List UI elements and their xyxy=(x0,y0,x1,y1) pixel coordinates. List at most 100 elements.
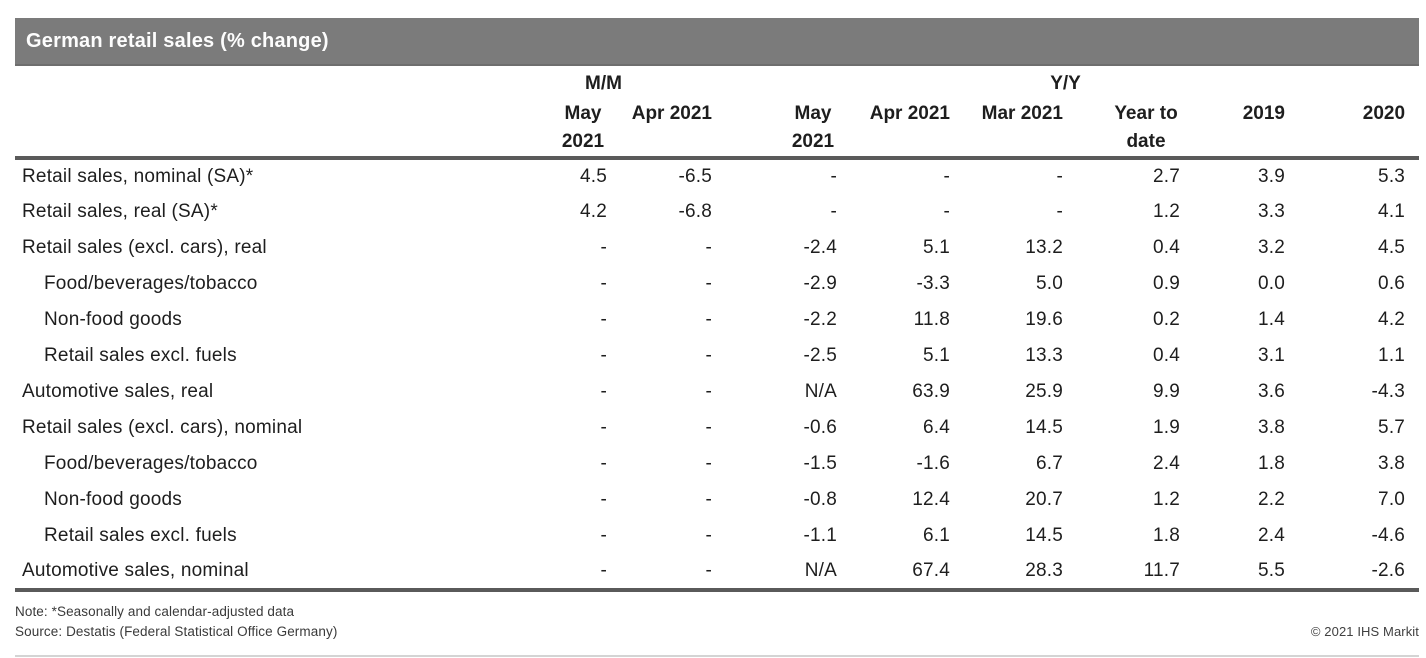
cell-value: 0.9 xyxy=(1152,273,1180,294)
cell-value: - xyxy=(705,309,712,330)
cell-value: N/A xyxy=(804,560,837,581)
cell-value: - xyxy=(1056,166,1063,187)
cell-value: 4.5 xyxy=(1378,237,1406,258)
cell-value: - xyxy=(705,453,712,474)
cell-value: 1.2 xyxy=(1152,201,1180,222)
cell-value: 1.9 xyxy=(1152,417,1180,438)
cell-value: - xyxy=(1056,201,1063,222)
cell-value: -4.3 xyxy=(1371,381,1406,402)
cell-value: 4.5 xyxy=(579,166,607,187)
column-header-label: Year to date xyxy=(1114,103,1178,152)
cell-value: -2.4 xyxy=(803,237,837,258)
row-label: Non-food goods xyxy=(44,489,183,510)
table-row: Non-food goods - - -2.2 11.8 19.6 0.2 1.4 4.2 xyxy=(15,302,1419,338)
cell-value: 67.4 xyxy=(912,560,950,581)
cell-value: - xyxy=(705,525,712,546)
cell-value: 3.3 xyxy=(1257,201,1285,222)
column-header: Apr 2021 xyxy=(607,97,712,158)
table-row: Automotive sales, nominal - - N/A 67.4 28.3 11… xyxy=(15,554,1419,590)
cell-value: 0.0 xyxy=(1257,273,1285,294)
cell-value: 1.1 xyxy=(1378,345,1406,366)
cell-value: 5.5 xyxy=(1257,560,1285,581)
column-header-label: 2020 xyxy=(1362,103,1406,124)
cell-value: - xyxy=(600,309,607,330)
group-header-m-m: M/M xyxy=(585,73,622,94)
table-row: Retail sales excl. fuels - - -1.1 6.1 14.5 1.8… xyxy=(15,518,1419,554)
table-row: Retail sales (excl. cars), nominal - - -0.6… xyxy=(15,410,1419,446)
table-row: Food/beverages/tobacco - - -1.5 -1.6 6.7 2.4 1.… xyxy=(15,446,1419,482)
cell-value: -0.6 xyxy=(803,417,837,438)
column-header-label: Apr 2021 xyxy=(869,103,950,124)
column-header: May 2021 xyxy=(712,97,837,158)
table-row: Retail sales excl. fuels - - -2.5 5.1 13.3 0.4… xyxy=(15,338,1419,374)
cell-value: 28.3 xyxy=(1025,560,1063,581)
cell-value: - xyxy=(600,381,607,402)
table-row: Automotive sales, real - - N/A 63.9 25.9 9.9 3.… xyxy=(15,374,1419,410)
column-header: 2019 xyxy=(1180,97,1285,158)
column-header: May 2021 xyxy=(495,97,607,158)
cell-value: -1.6 xyxy=(916,453,950,474)
cell-value: - xyxy=(600,489,607,510)
cell-value: 3.8 xyxy=(1257,417,1285,438)
cell-value: 5.1 xyxy=(922,237,950,258)
cell-value: 13.3 xyxy=(1025,345,1063,366)
table-row: Food/beverages/tobacco - - -2.9 -3.3 5.0 0.9 0.… xyxy=(15,266,1419,302)
cell-value: 0.4 xyxy=(1152,345,1180,366)
row-label: Retail sales (excl. cars), real xyxy=(22,237,267,258)
row-label: Automotive sales, nominal xyxy=(22,560,249,581)
cell-value: - xyxy=(943,201,950,222)
row-label: Retail sales (excl. cars), nominal xyxy=(22,417,303,438)
cell-value: 2.4 xyxy=(1152,453,1180,474)
cell-value: - xyxy=(600,453,607,474)
column-header-spacer xyxy=(15,97,495,158)
cell-value: 3.6 xyxy=(1257,381,1285,402)
cell-value: 4.1 xyxy=(1378,201,1406,222)
cell-value: -4.6 xyxy=(1371,525,1406,546)
cell-value: 7.0 xyxy=(1378,489,1406,510)
cell-value: -1.5 xyxy=(803,453,837,474)
window-bottom-edge xyxy=(15,655,1419,657)
cell-value: -6.5 xyxy=(678,166,712,187)
cell-value: N/A xyxy=(804,381,837,402)
row-label: Food/beverages/tobacco xyxy=(44,273,258,294)
table-row: Retail sales, real (SA)* 4.2 -6.8 - - - 1.2 3.3… xyxy=(15,194,1419,230)
cell-value: - xyxy=(705,489,712,510)
cell-value: 20.7 xyxy=(1025,489,1063,510)
cell-value: 1.8 xyxy=(1257,453,1285,474)
cell-value: 0.4 xyxy=(1152,237,1180,258)
cell-value: - xyxy=(705,345,712,366)
group-header-spacer xyxy=(15,66,495,97)
cell-value: 9.9 xyxy=(1152,381,1180,402)
cell-value: - xyxy=(705,237,712,258)
cell-value: - xyxy=(600,560,607,581)
cell-value: - xyxy=(705,560,712,581)
cell-value: 4.2 xyxy=(579,201,607,222)
retail-sales-table: M/M Y/Y May 2021 Apr 2021 May 2021 Apr 2021 M… xyxy=(15,66,1420,592)
table-header: M/M Y/Y May 2021 Apr 2021 May 2021 Apr 2021 M… xyxy=(15,66,1420,158)
table-source: Source: Destatis (Federal Statistical Of… xyxy=(15,624,338,639)
copyright-text: © 2021 IHS Markit xyxy=(1310,624,1419,639)
row-label: Food/beverages/tobacco xyxy=(44,453,258,474)
cell-value: 12.4 xyxy=(912,489,950,510)
column-header-row: May 2021 Apr 2021 May 2021 Apr 2021 Mar 2021… xyxy=(15,97,1419,158)
cell-value: 14.5 xyxy=(1025,417,1063,438)
column-header: 2020 xyxy=(1285,97,1419,158)
table-note: Note: *Seasonally and calendar-adjusted … xyxy=(15,604,295,619)
table-footer: Note: *Seasonally and calendar-adjusted … xyxy=(15,602,1419,642)
cell-value: 14.5 xyxy=(1025,525,1063,546)
table-title: German retail sales (% change) xyxy=(26,29,329,52)
column-header: Mar 2021 xyxy=(950,97,1063,158)
row-label: Non-food goods xyxy=(44,309,183,330)
cell-value: 1.4 xyxy=(1257,309,1285,330)
cell-value: -0.8 xyxy=(803,489,837,510)
cell-value: -6.8 xyxy=(678,201,712,222)
cell-value: -1.1 xyxy=(803,525,837,546)
content-area: German retail sales (% change) M/M Y/Y Ma… xyxy=(15,0,1420,642)
cell-value: - xyxy=(705,381,712,402)
column-header-label: May 2021 xyxy=(561,103,605,152)
cell-value: 3.1 xyxy=(1257,345,1285,366)
row-label: Retail sales excl. fuels xyxy=(44,345,237,366)
table-row: Retail sales (excl. cars), real - - -2.4 5.1… xyxy=(15,230,1419,266)
cell-value: 2.7 xyxy=(1152,166,1180,187)
table-title-bar: German retail sales (% change) xyxy=(15,18,1419,66)
